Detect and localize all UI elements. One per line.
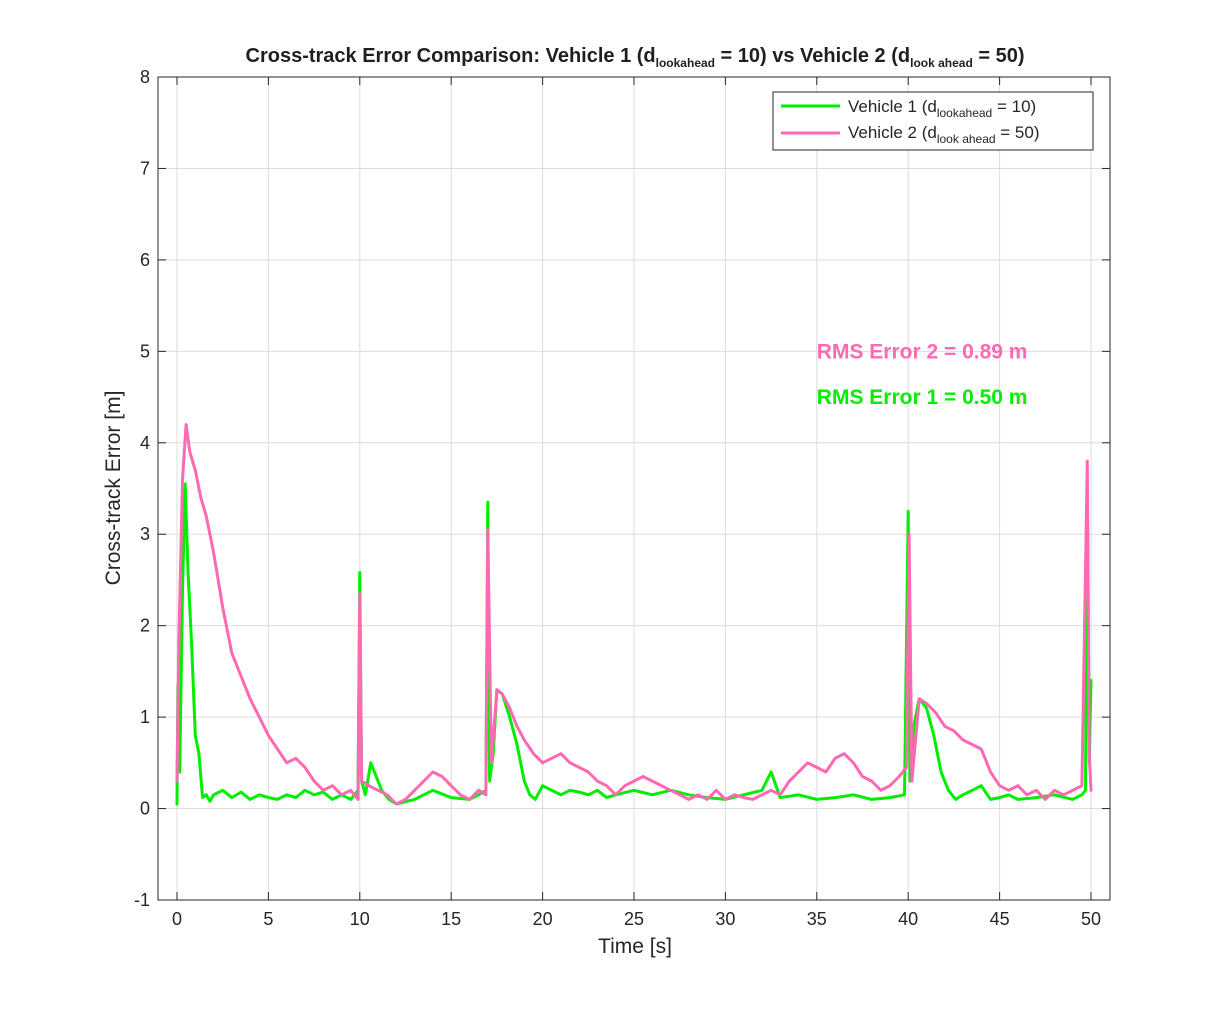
chart-title-sub2: look ahead xyxy=(910,56,973,70)
legend-entry-1-prefix: Vehicle 1 (d xyxy=(848,97,937,116)
y-tick-label: 4 xyxy=(140,433,150,453)
legend: Vehicle 1 (dlookahead = 10) Vehicle 2 (d… xyxy=(772,91,1094,151)
chart-title-suffix: = 50) xyxy=(973,45,1025,67)
legend-box xyxy=(772,91,1094,151)
y-tick-label: -1 xyxy=(134,890,150,910)
annotations: RMS Error 2 = 0.89 m RMS Error 1 = 0.50 m xyxy=(817,340,1028,409)
y-tick-label: 0 xyxy=(140,799,150,819)
x-tick-label: 30 xyxy=(715,909,735,929)
ticks xyxy=(158,76,1110,901)
x-tick-label: 5 xyxy=(263,909,273,929)
x-tick-label: 0 xyxy=(172,909,182,929)
series-line-vehicle-2 xyxy=(175,423,1093,806)
chart-title: Cross-track Error Comparison: Vehicle 1 … xyxy=(246,45,1025,70)
legend-entry-2-suffix: = 50) xyxy=(996,123,1040,142)
legend-entry-1-suffix: = 10) xyxy=(992,97,1036,116)
x-axis-label: Time [s] xyxy=(598,935,672,958)
legend-entry-vehicle-2: Vehicle 2 (dlook ahead = 50) xyxy=(848,123,1040,146)
series-layer xyxy=(175,423,1093,806)
y-tick-label: 8 xyxy=(140,67,150,87)
y-tick-label: 2 xyxy=(140,616,150,636)
x-tick-label: 15 xyxy=(441,909,461,929)
chart-title-sub1: lookahead xyxy=(656,56,715,70)
legend-entry-vehicle-1: Vehicle 1 (dlookahead = 10) xyxy=(848,97,1036,120)
x-tick-label: 10 xyxy=(350,909,370,929)
x-tick-label: 20 xyxy=(533,909,553,929)
rms-annotation-1: RMS Error 2 = 0.89 m xyxy=(817,340,1028,363)
y-tick-label: 7 xyxy=(140,158,150,178)
rms-annotation-2: RMS Error 1 = 0.50 m xyxy=(817,386,1028,409)
y-tick-label: 1 xyxy=(140,707,150,727)
y-axis-label: Cross-track Error [m] xyxy=(102,391,125,586)
y-tick-label: 5 xyxy=(140,341,150,361)
chart-title-mid: = 10) vs Vehicle 2 (d xyxy=(715,45,910,67)
series-line-vehicle-1 xyxy=(175,482,1093,806)
x-tick-label: 35 xyxy=(807,909,827,929)
x-tick-label: 25 xyxy=(624,909,644,929)
legend-entry-2-prefix: Vehicle 2 (d xyxy=(848,123,937,142)
y-tick-label: 6 xyxy=(140,250,150,270)
x-tick-label: 50 xyxy=(1081,909,1101,929)
chart-title-prefix: Cross-track Error Comparison: Vehicle 1 … xyxy=(246,45,656,67)
legend-entry-2-sub: look ahead xyxy=(937,132,996,146)
x-tick-label: 40 xyxy=(898,909,918,929)
x-tick-label: 45 xyxy=(990,909,1010,929)
y-tick-label: 3 xyxy=(140,524,150,544)
legend-entry-1-sub: lookahead xyxy=(937,106,992,120)
grid-lines xyxy=(158,76,1110,901)
